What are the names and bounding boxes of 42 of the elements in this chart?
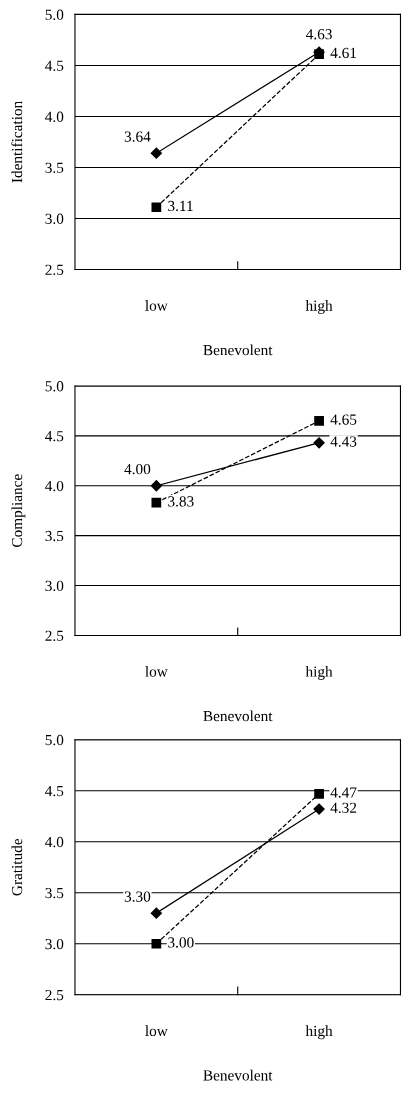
x-tick-label: low <box>145 666 168 677</box>
y-tick-label: 2.5 <box>45 630 64 641</box>
data-label: 3.11 <box>168 200 193 212</box>
x-tick-label: high <box>305 666 333 680</box>
data-label: 4.43 <box>330 436 357 447</box>
y-axis-title: Compliance <box>11 474 26 547</box>
y-tick-label: 3.5 <box>45 887 64 899</box>
y-tick-label: 4.0 <box>45 480 64 492</box>
y-tick-label: 3.5 <box>45 530 64 542</box>
x-tick-label: high <box>305 1025 333 1040</box>
y-tick-label: 2.5 <box>45 264 64 275</box>
data-label: 3.30 <box>124 891 151 902</box>
y-tick-label: 4.5 <box>45 431 64 442</box>
x-tick-label: high <box>305 300 333 314</box>
data-label: 3.83 <box>168 496 194 507</box>
y-tick-label: 3.5 <box>45 162 64 173</box>
y-tick-label: 4.5 <box>45 785 64 797</box>
x-axis-title: Benevolent <box>203 710 273 722</box>
y-tick-label: 5.0 <box>45 9 64 20</box>
y-axis-title: Identification <box>11 101 23 183</box>
x-tick-label: low <box>145 300 168 311</box>
data-label: 3.64 <box>124 131 151 142</box>
x-tick-label: low <box>145 1025 168 1037</box>
y-axis-title: Gratitude <box>11 838 23 896</box>
y-tick-label: 3.0 <box>45 938 64 950</box>
y-tick-label: 5.0 <box>45 381 64 392</box>
y-tick-label: 4.0 <box>45 111 64 122</box>
data-label: 4.32 <box>330 802 357 813</box>
data-label: 4.63 <box>306 29 332 40</box>
y-tick-label: 5.0 <box>45 734 64 746</box>
y-tick-label: 4.0 <box>45 836 64 848</box>
data-label: 4.65 <box>330 414 357 425</box>
y-tick-label: 2.5 <box>45 989 64 1001</box>
y-tick-label: 3.0 <box>45 213 64 224</box>
x-axis-title: Benevolent <box>203 1069 273 1081</box>
data-label: 4.00 <box>124 464 151 475</box>
data-label: 4.47 <box>330 787 357 798</box>
data-label: 3.00 <box>168 937 194 948</box>
x-axis-title: Benevolent <box>203 344 273 356</box>
y-tick-label: 3.0 <box>45 580 64 592</box>
data-label: 4.61 <box>330 47 357 59</box>
y-tick-label: 4.5 <box>45 60 64 71</box>
